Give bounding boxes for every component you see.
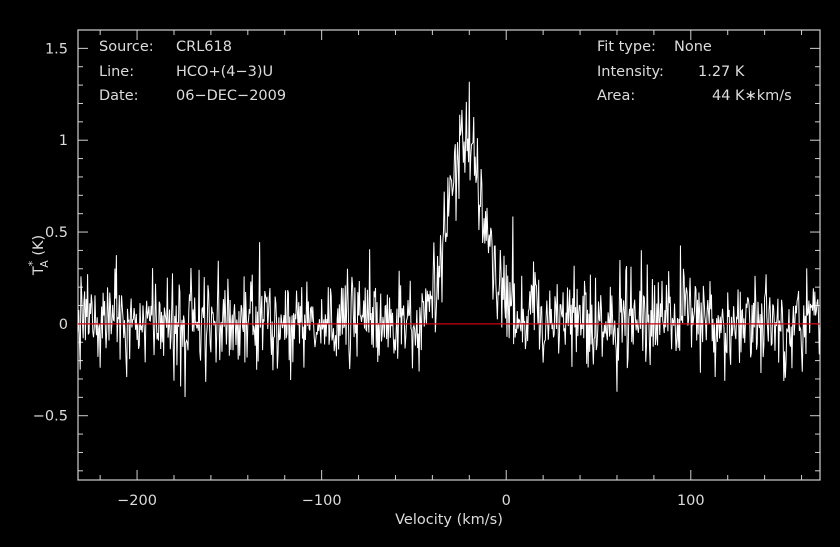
info-fit-type-value: None [674, 39, 712, 55]
info-area-value: 44 K∗km/s [712, 88, 792, 104]
y-tick-label: 1 [59, 133, 68, 149]
y-tick-label: −0.5 [33, 409, 68, 425]
info-date-label: Date: [99, 88, 139, 104]
info-source-label: Source: [99, 39, 154, 55]
info-block-right: Fit type: None Intensity: 1.27 K Area: 4… [597, 39, 792, 104]
y-axis-label: T*A (K) [26, 235, 51, 276]
y-tick-label: 0.5 [45, 225, 68, 241]
y-axis-ticks: −0.5 0 0.5 1 1.5 [33, 41, 820, 472]
info-date-value: 06−DEC−2009 [176, 88, 286, 104]
plot-frame [77, 29, 821, 481]
y-axis-label-sub: A [38, 260, 51, 268]
y-axis-label-unit: (K) [31, 235, 47, 260]
x-tick-label: 100 [677, 493, 705, 509]
y-axis-label-main: T [31, 266, 47, 276]
x-tick-label: −100 [302, 493, 342, 509]
spectrum-series [77, 81, 821, 398]
x-tick-label: −200 [117, 493, 157, 509]
y-tick-label: 0 [59, 317, 68, 333]
x-axis-ticks: −200 −100 0 100 [99, 30, 803, 509]
info-fit-type-label: Fit type: [597, 39, 656, 55]
info-area-label: Area: [597, 88, 635, 104]
info-line-value: HCO+(4−3)U [176, 64, 273, 80]
y-axis-label-sup: * [26, 260, 39, 266]
info-intensity-value: 1.27 K [698, 64, 745, 80]
info-source-value: CRL618 [176, 39, 232, 55]
info-intensity-label: Intensity: [597, 64, 664, 80]
info-block-left: Source: CRL618 Line: HCO+(4−3)U Date: 06… [99, 39, 286, 104]
x-tick-label: 0 [502, 493, 511, 509]
y-tick-label: 1.5 [45, 41, 68, 57]
x-axis-label: Velocity (km/s) [395, 512, 503, 528]
svg-text:T*A (K): T*A (K) [26, 235, 51, 276]
spectrum-line [77, 81, 821, 398]
info-line-label: Line: [99, 64, 134, 80]
